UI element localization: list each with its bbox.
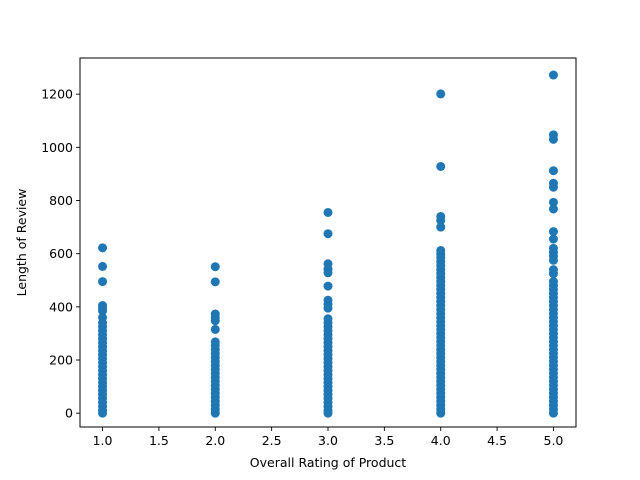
data-point [210,324,220,334]
data-point [436,408,446,418]
y-tick-label: 1000 [41,140,73,155]
data-point [323,207,333,217]
data-point [436,222,446,232]
data-point [210,262,220,272]
data-point [98,408,108,418]
data-point [436,89,446,99]
x-tick-label: 4.0 [431,433,451,448]
y-tick-label: 200 [49,353,73,368]
data-point [210,408,220,418]
data-point [436,215,446,225]
data-point [323,303,333,313]
x-tick-label: 1.5 [149,433,169,448]
x-tick-label: 4.5 [487,433,507,448]
points-layer [98,70,558,418]
data-point [323,281,333,291]
x-tick-label: 3.5 [374,433,394,448]
data-point [548,234,558,244]
y-axis: 0 200 400 600 800 1000 1200 [41,87,80,421]
x-tick-label: 3.0 [318,433,338,448]
data-point [548,204,558,214]
y-axis-title: Length of Review [14,189,29,297]
x-axis-title: Overall Rating of Product [250,455,407,470]
data-point [210,316,220,326]
data-point [210,277,220,287]
x-axis: 1.0 1.5 2.0 2.5 3.0 3.5 4.0 4.5 5.0 [93,427,564,448]
data-point [98,277,108,287]
data-point [323,229,333,239]
y-tick-label: 0 [65,406,73,421]
data-point [323,408,333,418]
x-tick-label: 5.0 [544,433,564,448]
data-point [323,268,333,278]
data-point [436,161,446,171]
data-point [548,255,558,265]
data-point [98,261,108,271]
data-point [548,182,558,192]
x-tick-label: 2.5 [262,433,282,448]
y-tick-label: 400 [49,299,73,314]
data-point [98,243,108,253]
data-point [548,166,558,176]
x-tick-label: 2.0 [205,433,225,448]
x-tick-label: 1.0 [93,433,113,448]
data-point [548,134,558,144]
data-point [98,306,108,316]
data-point [548,70,558,80]
y-tick-label: 1200 [41,87,73,102]
data-point [548,408,558,418]
y-tick-label: 600 [49,246,73,261]
data-point [548,269,558,279]
data-point [548,197,558,207]
data-point [548,227,558,237]
y-tick-label: 800 [49,193,73,208]
